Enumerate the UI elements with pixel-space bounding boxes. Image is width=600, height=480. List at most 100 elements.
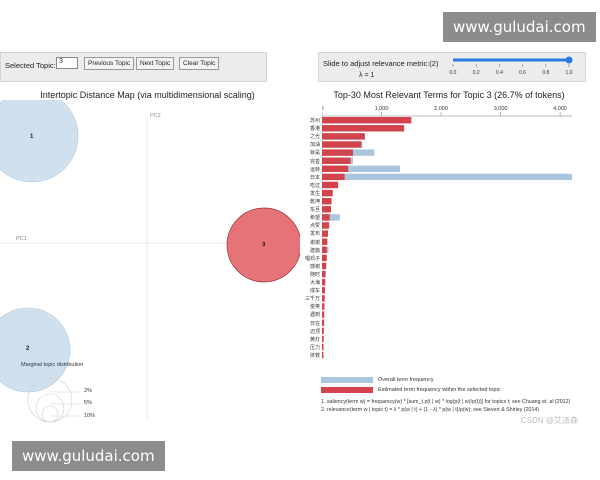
x-tick-label: 2,000 bbox=[434, 106, 448, 112]
legend-overall-swatch bbox=[321, 377, 373, 383]
selected-topic-input[interactable]: 3 bbox=[56, 57, 78, 69]
slider-handle[interactable] bbox=[565, 56, 573, 64]
term-label[interactable]: 香港 bbox=[309, 126, 320, 133]
estimated-frequency-bar[interactable] bbox=[322, 270, 326, 278]
estimated-frequency-bar[interactable] bbox=[322, 125, 405, 132]
topic-controls: Selected Topic: 3 Previous Topic Next To… bbox=[0, 52, 267, 82]
estimated-frequency-bar[interactable] bbox=[322, 343, 324, 351]
relevance-slider[interactable]: 0.0 0.2 0.4 0.6 0.8 1.0 bbox=[440, 52, 590, 82]
term-label[interactable]: 谢谢 bbox=[309, 239, 320, 246]
estimated-frequency-bar[interactable] bbox=[322, 157, 351, 164]
marginal-title: Marginal topic distribution bbox=[21, 362, 84, 368]
estimated-frequency-bar[interactable] bbox=[322, 198, 332, 205]
estimated-frequency-bar[interactable] bbox=[322, 206, 331, 213]
pc1-label: PC1 bbox=[16, 236, 27, 242]
estimated-frequency-bar[interactable] bbox=[322, 246, 327, 253]
estimated-frequency-bar[interactable] bbox=[322, 287, 325, 294]
term-label[interactable]: 压力 bbox=[309, 344, 320, 351]
estimated-frequency-bar[interactable] bbox=[322, 149, 353, 156]
term-label[interactable]: 建篇 bbox=[309, 247, 320, 254]
x-axis: 0 1,000 2,000 3,000 4,000 bbox=[322, 106, 572, 117]
x-tick-label: 1,000 bbox=[375, 106, 389, 112]
term-label[interactable]: 发生 bbox=[309, 190, 320, 197]
estimated-frequency-bar[interactable] bbox=[322, 189, 333, 197]
slider-ticks: 0.0 0.2 0.4 0.6 0.8 1.0 bbox=[450, 64, 573, 76]
estimated-frequency-bar[interactable] bbox=[322, 319, 325, 326]
estimated-frequency-bar[interactable] bbox=[322, 133, 365, 140]
term-label[interactable]: 吃过 bbox=[309, 182, 320, 189]
term-label[interactable]: 三千万 bbox=[304, 296, 320, 303]
estimated-frequency-bar[interactable] bbox=[322, 335, 324, 343]
intertopic-map: PC1 PC2 1 2 3 bbox=[0, 100, 300, 420]
estimated-frequency-bar[interactable] bbox=[322, 254, 327, 262]
saliency-note: 1. saliency(term w) = frequency(w) * [su… bbox=[321, 399, 571, 405]
topic-bubble-1[interactable] bbox=[0, 100, 79, 183]
overall-frequency-bar[interactable] bbox=[322, 214, 340, 221]
estimated-frequency-bar[interactable] bbox=[322, 230, 328, 237]
slider-tick-label: 0.4 bbox=[496, 70, 503, 76]
term-label[interactable]: 大海 bbox=[309, 280, 320, 286]
term-label[interactable]: 唱邓子 bbox=[304, 255, 320, 262]
term-label[interactable]: 加油 bbox=[309, 142, 320, 149]
overall-frequency-bar[interactable] bbox=[322, 173, 572, 181]
term-label[interactable]: 遇到 bbox=[309, 312, 320, 319]
overall-frequency-bar[interactable] bbox=[322, 165, 400, 172]
term-label[interactable]: 东旦 bbox=[309, 207, 320, 214]
term-label[interactable]: 希望 bbox=[309, 215, 320, 222]
term-label[interactable]: 苏州 bbox=[309, 118, 320, 124]
estimated-frequency-bar[interactable] bbox=[322, 165, 349, 172]
previous-topic-button[interactable]: Previous Topic bbox=[84, 57, 135, 70]
estimated-frequency-bar[interactable] bbox=[322, 311, 325, 318]
estimated-frequency-bar[interactable] bbox=[322, 181, 339, 189]
legend-estimated-swatch bbox=[321, 387, 373, 393]
estimated-frequency-bar[interactable] bbox=[322, 295, 325, 302]
slider-tick-label: 0.6 bbox=[519, 70, 526, 76]
topic-bubble-2[interactable] bbox=[0, 307, 71, 393]
clear-topic-button[interactable]: Clear Topic bbox=[179, 57, 220, 70]
marginal-level-2: 2% bbox=[84, 388, 92, 394]
term-label[interactable]: 俊英 bbox=[309, 304, 320, 311]
term-label[interactable]: 日在 bbox=[309, 320, 320, 327]
estimated-frequency-bar[interactable] bbox=[322, 303, 325, 310]
relevance-slider-panel: Slide to adjust relevance metric:(2) λ =… bbox=[318, 52, 586, 82]
estimated-frequency-bar[interactable] bbox=[322, 222, 330, 229]
term-label[interactable]: 日本 bbox=[309, 174, 320, 181]
estimated-frequency-bar[interactable] bbox=[322, 117, 412, 124]
term-label[interactable]: 随时 bbox=[309, 271, 320, 278]
estimated-frequency-bar[interactable] bbox=[322, 279, 326, 286]
estimated-frequency-bar[interactable] bbox=[322, 262, 327, 270]
topic-label-2: 2 bbox=[26, 346, 30, 352]
term-label[interactable]: 完善 bbox=[309, 158, 320, 165]
marginal-circle-5 bbox=[35, 393, 65, 423]
estimated-frequency-bar[interactable] bbox=[322, 141, 362, 148]
term-label[interactable]: 运转 bbox=[309, 166, 320, 173]
slider-tick-label: 1.0 bbox=[566, 70, 573, 76]
estimated-frequency-bar[interactable] bbox=[322, 351, 324, 359]
estimated-frequency-bar[interactable] bbox=[322, 238, 328, 245]
term-label[interactable]: 挤救 bbox=[309, 352, 320, 359]
term-label[interactable]: 感谢 bbox=[309, 263, 320, 270]
pc2-label: PC2 bbox=[150, 113, 161, 119]
slider-tick-label: 0.8 bbox=[542, 70, 549, 76]
marginal-level-5: 5% bbox=[84, 400, 92, 406]
term-label[interactable]: 成车 bbox=[309, 288, 320, 295]
marginal-level-10: 10% bbox=[84, 413, 96, 419]
slider-label: Slide to adjust relevance metric:(2) bbox=[323, 59, 439, 68]
term-label[interactable]: 就是 bbox=[309, 150, 320, 157]
term-label[interactable]: 黄灯 bbox=[309, 336, 320, 343]
next-topic-button[interactable]: Next Topic bbox=[136, 57, 175, 70]
estimated-frequency-bar[interactable] bbox=[322, 214, 330, 221]
watermark-bottom: www.guludai.com bbox=[12, 441, 165, 471]
legend-estimated-label: Estimated term frequency within the sele… bbox=[378, 387, 501, 393]
term-label[interactable]: 点赞 bbox=[309, 223, 320, 230]
topic-bubble-3-selected[interactable] bbox=[226, 207, 300, 283]
term-label[interactable]: 发布 bbox=[309, 231, 320, 238]
x-tick-label: 0 bbox=[322, 106, 324, 112]
x-tick-label: 4,000 bbox=[553, 106, 567, 112]
term-label[interactable]: 乾坤 bbox=[309, 199, 320, 205]
term-label[interactable]: 之光 bbox=[309, 134, 320, 141]
estimated-frequency-bar[interactable] bbox=[322, 173, 345, 181]
estimated-frequency-bar[interactable] bbox=[322, 327, 324, 334]
bars bbox=[322, 117, 572, 359]
term-label[interactable]: 迈顶 bbox=[309, 328, 320, 335]
